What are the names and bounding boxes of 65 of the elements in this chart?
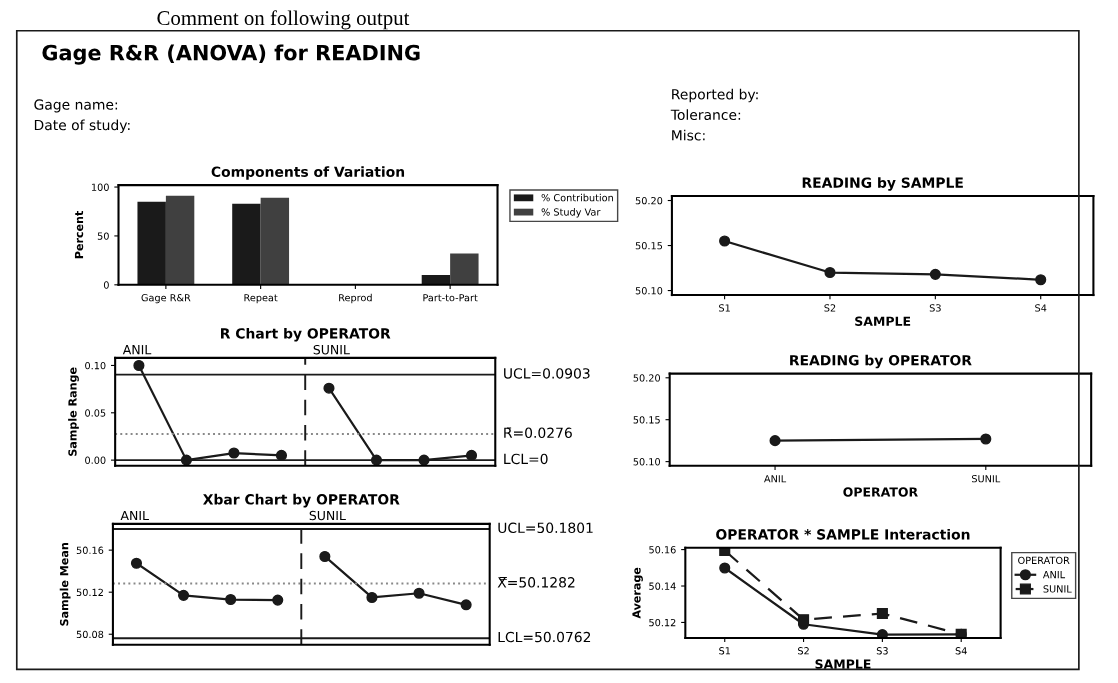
text: Gage R&R (ANOVA) for READING <box>42 44 420 65</box>
ref-line-label: LCL=0 <box>504 453 548 465</box>
ref-line-label: LCL=50.0762 <box>498 631 591 643</box>
x-tick-label: Gage R&R <box>141 294 191 304</box>
ref-line-label: UCL=50.1801 <box>498 522 593 534</box>
y-tick-label: 50.14 <box>649 582 676 590</box>
x-tick-label: S1 <box>719 647 731 655</box>
legend-title: OPERATOR <box>1018 556 1070 565</box>
y-tick-label: 0.00 <box>85 456 106 464</box>
y-tick-label: 100 <box>91 183 109 191</box>
y-tick-label: 50.20 <box>635 197 663 205</box>
chart-title: READING by OPERATOR <box>790 354 972 369</box>
y-tick-label: 50.12 <box>649 618 676 627</box>
text: Gage name: <box>34 99 118 113</box>
legend-label: ANIL <box>1042 571 1066 579</box>
y-tick-label: 50.08 <box>76 630 104 639</box>
text: Tolerance: <box>670 109 741 121</box>
text: Misc: <box>672 129 705 141</box>
y-tick-label: 0.05 <box>85 409 106 417</box>
x-tick-label: S3 <box>876 647 888 655</box>
ref-line-label: UCL=0.0903 <box>504 368 590 379</box>
y-axis-title: Sample Range <box>68 367 79 456</box>
y-tick-label: 0 <box>103 281 109 289</box>
y-tick-label: 50.16 <box>649 546 676 554</box>
text: SUNIL <box>309 510 346 521</box>
y-tick-label: 0.10 <box>85 361 106 370</box>
text: SUNIL <box>313 344 350 355</box>
text: ANIL <box>122 345 152 355</box>
text: ANIL <box>120 510 149 521</box>
x-tick-label: Repeat <box>244 294 278 304</box>
x-axis-title: SAMPLE <box>855 316 911 326</box>
x-tick-label: S2 <box>824 304 836 312</box>
x-tick-label: S4 <box>1035 304 1047 312</box>
x-tick-label: S2 <box>798 647 809 655</box>
y-tick-label: 50.12 <box>76 588 103 597</box>
y-axis-title: Sample Mean <box>59 543 71 626</box>
legend-label: SUNIL <box>1043 585 1072 593</box>
x-axis-title: SAMPLE <box>815 659 871 669</box>
legend-label: % Study Var <box>541 208 601 218</box>
y-tick-label: 50.15 <box>635 242 663 250</box>
y-tick-label: 50.10 <box>635 287 663 295</box>
chart-title: Components of Variation <box>211 166 405 180</box>
x-axis-title: OPERATOR <box>843 487 918 497</box>
text: Comment on following output <box>157 10 410 30</box>
y-tick-label: 50.20 <box>633 374 661 382</box>
x-tick-label: S3 <box>929 304 941 312</box>
legend-label: % Contribution <box>541 193 613 202</box>
ref-line-label: X̿=50.1282 <box>497 576 575 588</box>
y-axis-title: Percent <box>74 210 84 259</box>
x-tick-label: Reprod <box>339 293 372 304</box>
text: Date of study: <box>34 119 130 133</box>
chart-title: Xbar Chart by OPERATOR <box>203 493 400 508</box>
x-tick-label: S4 <box>955 647 967 655</box>
ref-line-label: R̄=0.0276 <box>504 427 572 439</box>
y-axis-title: Average <box>632 567 643 619</box>
y-tick-label: 50.10 <box>633 458 661 466</box>
y-tick-label: 50 <box>97 232 109 240</box>
text: Reported by: <box>672 88 758 103</box>
chart-title: OPERATOR * SAMPLE Interaction <box>716 528 970 540</box>
x-tick-label: Part-to-Part <box>423 294 478 302</box>
y-tick-label: 50.15 <box>633 416 660 424</box>
y-tick-label: 50.16 <box>76 546 104 554</box>
chart-title: READING by SAMPLE <box>802 177 963 191</box>
x-tick-label: S1 <box>719 304 730 312</box>
chart-title: R Chart by OPERATOR <box>221 327 391 342</box>
